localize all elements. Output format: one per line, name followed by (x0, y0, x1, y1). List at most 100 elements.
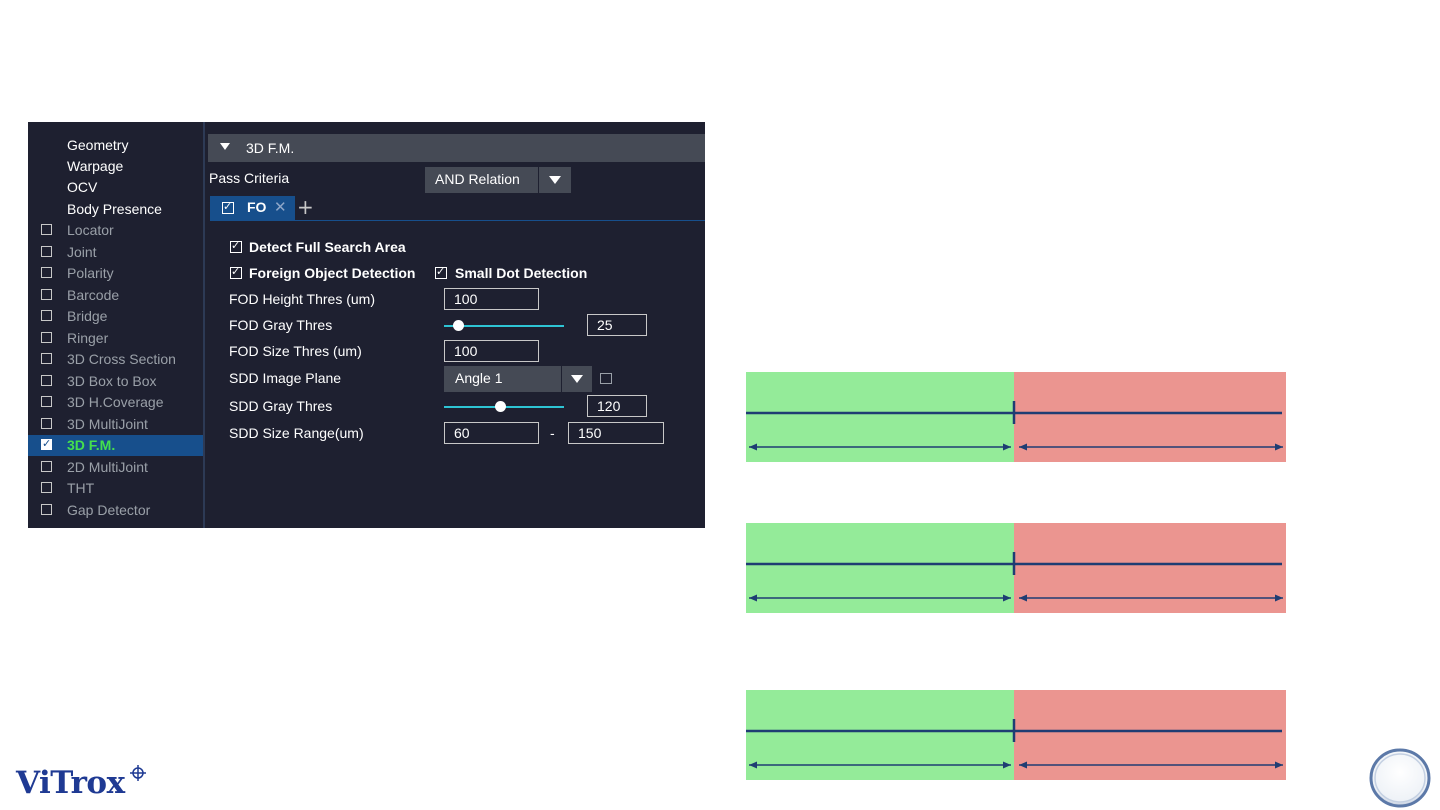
sidebar-item-3d-box-to-box[interactable]: 3D Box to Box (28, 371, 203, 392)
small-dot-detection-checkbox[interactable] (435, 265, 447, 279)
sidebar-item-label: Locator (67, 222, 114, 238)
pass-criteria-dropdown-button[interactable] (538, 167, 572, 193)
sidebar-item-locator[interactable]: Locator (28, 220, 203, 241)
sidebar-header-body-presence[interactable]: Body Presence (28, 199, 203, 220)
sidebar-item-label: Gap Detector (67, 502, 151, 518)
sdd-gray-label: SDD Gray Thres (229, 398, 333, 414)
sidebar-checkbox[interactable] (41, 461, 52, 472)
sdd-size-min-input[interactable]: 60 (444, 422, 539, 444)
arrow-head (1003, 761, 1011, 769)
sidebar-header-ocv[interactable]: OCV (28, 177, 203, 198)
sidebar-item-bridge[interactable]: Bridge (28, 306, 203, 327)
sidebar-item-2d-multijoint[interactable]: 2D MultiJoint (28, 457, 203, 478)
sidebar-checkbox[interactable] (41, 246, 52, 257)
range-separator: - (550, 425, 555, 441)
sidebar-checkbox[interactable] (41, 437, 52, 450)
sidebar-checkbox[interactable] (41, 353, 52, 364)
sidebar-item-label: 3D F.M. (67, 437, 116, 453)
sidebar-item-3d-h-coverage[interactable]: 3D H.Coverage (28, 392, 203, 413)
arrow-head (1019, 761, 1027, 769)
fod-height-label: FOD Height Thres (um) (229, 291, 375, 307)
arrow-head (749, 594, 757, 602)
sdd-size-range-label: SDD Size Range(um) (229, 425, 364, 441)
sdd-image-plane-label: SDD Image Plane (229, 370, 342, 386)
fod-height-input[interactable]: 100 (444, 288, 539, 310)
sidebar-checkbox[interactable] (41, 375, 52, 386)
sdd-gray-input[interactable]: 120 (587, 395, 647, 417)
sidebar-item-label: 2D MultiJoint (67, 459, 148, 475)
sidebar-checkbox[interactable] (41, 418, 52, 429)
settings-panel: Geometry Warpage OCV Body Presence Locat… (28, 122, 705, 528)
image-icon[interactable] (600, 373, 612, 384)
sidebar-item-joint[interactable]: Joint (28, 242, 203, 263)
arrow-head (1275, 443, 1283, 451)
pass-criteria-value: AND Relation (435, 171, 520, 187)
fod-gray-slider[interactable] (444, 325, 564, 327)
sidebar-checkbox[interactable] (41, 224, 52, 235)
arrow-head (749, 443, 757, 451)
tab-fo-checkbox[interactable] (222, 200, 234, 214)
sidebar-item-label: Bridge (67, 308, 108, 324)
detect-full-search-area-label: Detect Full Search Area (249, 239, 406, 255)
sidebar-header-label: Geometry (67, 137, 129, 153)
sidebar-item-gap-detector[interactable]: Gap Detector (28, 500, 203, 521)
pass-criteria-select[interactable]: AND Relation (425, 167, 571, 193)
arrow-head (1275, 594, 1283, 602)
sidebar-checkbox[interactable] (41, 289, 52, 300)
sidebar-item-3d-fm[interactable]: 3D F.M. (28, 435, 203, 456)
sidebar-item-label: 3D MultiJoint (67, 416, 148, 432)
sidebar-item-label: Joint (67, 244, 97, 260)
sidebar-item-label: 3D Cross Section (67, 351, 176, 367)
sidebar-item-3d-multijoint[interactable]: 3D MultiJoint (28, 414, 203, 435)
sdd-size-max-input[interactable]: 150 (568, 422, 664, 444)
sidebar-header-label: Warpage (67, 158, 124, 174)
sdd-image-plane-select[interactable]: Angle 1 (444, 366, 592, 392)
fod-gray-input[interactable]: 25 (587, 314, 647, 336)
chevron-down-icon (571, 375, 583, 383)
sidebar-checkbox[interactable] (41, 310, 52, 321)
sidebar-header-label: Body Presence (67, 201, 162, 217)
foreign-object-detection-checkbox[interactable] (230, 265, 242, 279)
arrow-head (1003, 594, 1011, 602)
sidebar-header-geometry[interactable]: Geometry (28, 135, 203, 156)
tab-fo[interactable]: FO ✕ (210, 196, 295, 220)
sidebar-item-label: Ringer (67, 330, 109, 346)
tab-underline (210, 220, 705, 221)
circle-button[interactable] (1368, 747, 1432, 809)
threshold-bar-3 (746, 690, 1286, 780)
fod-gray-slider-handle[interactable] (452, 320, 464, 331)
sidebar-item-label: 3D H.Coverage (67, 394, 164, 410)
arrow-head (1275, 761, 1283, 769)
sidebar-item-barcode[interactable]: Barcode (28, 285, 203, 306)
detect-full-search-area-checkbox[interactable] (230, 239, 242, 253)
sidebar-header-warpage[interactable]: Warpage (28, 156, 203, 177)
threshold-markers (746, 552, 1283, 602)
sidebar-checkbox[interactable] (41, 504, 52, 515)
arrow-head (1003, 443, 1011, 451)
close-icon[interactable]: ✕ (274, 198, 287, 216)
sidebar-checkbox[interactable] (41, 396, 52, 407)
sidebar-checkbox[interactable] (41, 267, 52, 278)
sidebar-item-tht[interactable]: THT (28, 478, 203, 499)
sidebar-item-polarity[interactable]: Polarity (28, 263, 203, 284)
sidebar-header-label: OCV (67, 179, 98, 195)
sidebar-checkbox[interactable] (41, 332, 52, 343)
sidebar-item-label: THT (67, 480, 95, 496)
sidebar-item-ringer[interactable]: Ringer (28, 328, 203, 349)
small-dot-detection-label: Small Dot Detection (455, 265, 588, 281)
threshold-bar-2 (746, 523, 1286, 613)
foreign-object-detection-label: Foreign Object Detection (249, 265, 416, 281)
section-title: 3D F.M. (246, 140, 295, 156)
fod-size-input[interactable]: 100 (444, 340, 539, 362)
sidebar-item-3d-cross-section[interactable]: 3D Cross Section (28, 349, 203, 370)
plus-icon[interactable]: + (297, 195, 314, 219)
sdd-gray-slider-handle[interactable] (494, 401, 506, 412)
sidebar-checkbox[interactable] (41, 482, 52, 493)
section-header-3d-fm[interactable]: 3D F.M. (208, 134, 705, 162)
vitrox-logo: ViTrox (16, 765, 125, 801)
pass-criteria-label: Pass Criteria (209, 170, 290, 186)
sdd-image-plane-dropdown-button[interactable] (561, 366, 593, 392)
triangle-down-icon (220, 143, 230, 150)
sdd-image-plane-value: Angle 1 (455, 370, 503, 386)
arrow-head (1019, 594, 1027, 602)
